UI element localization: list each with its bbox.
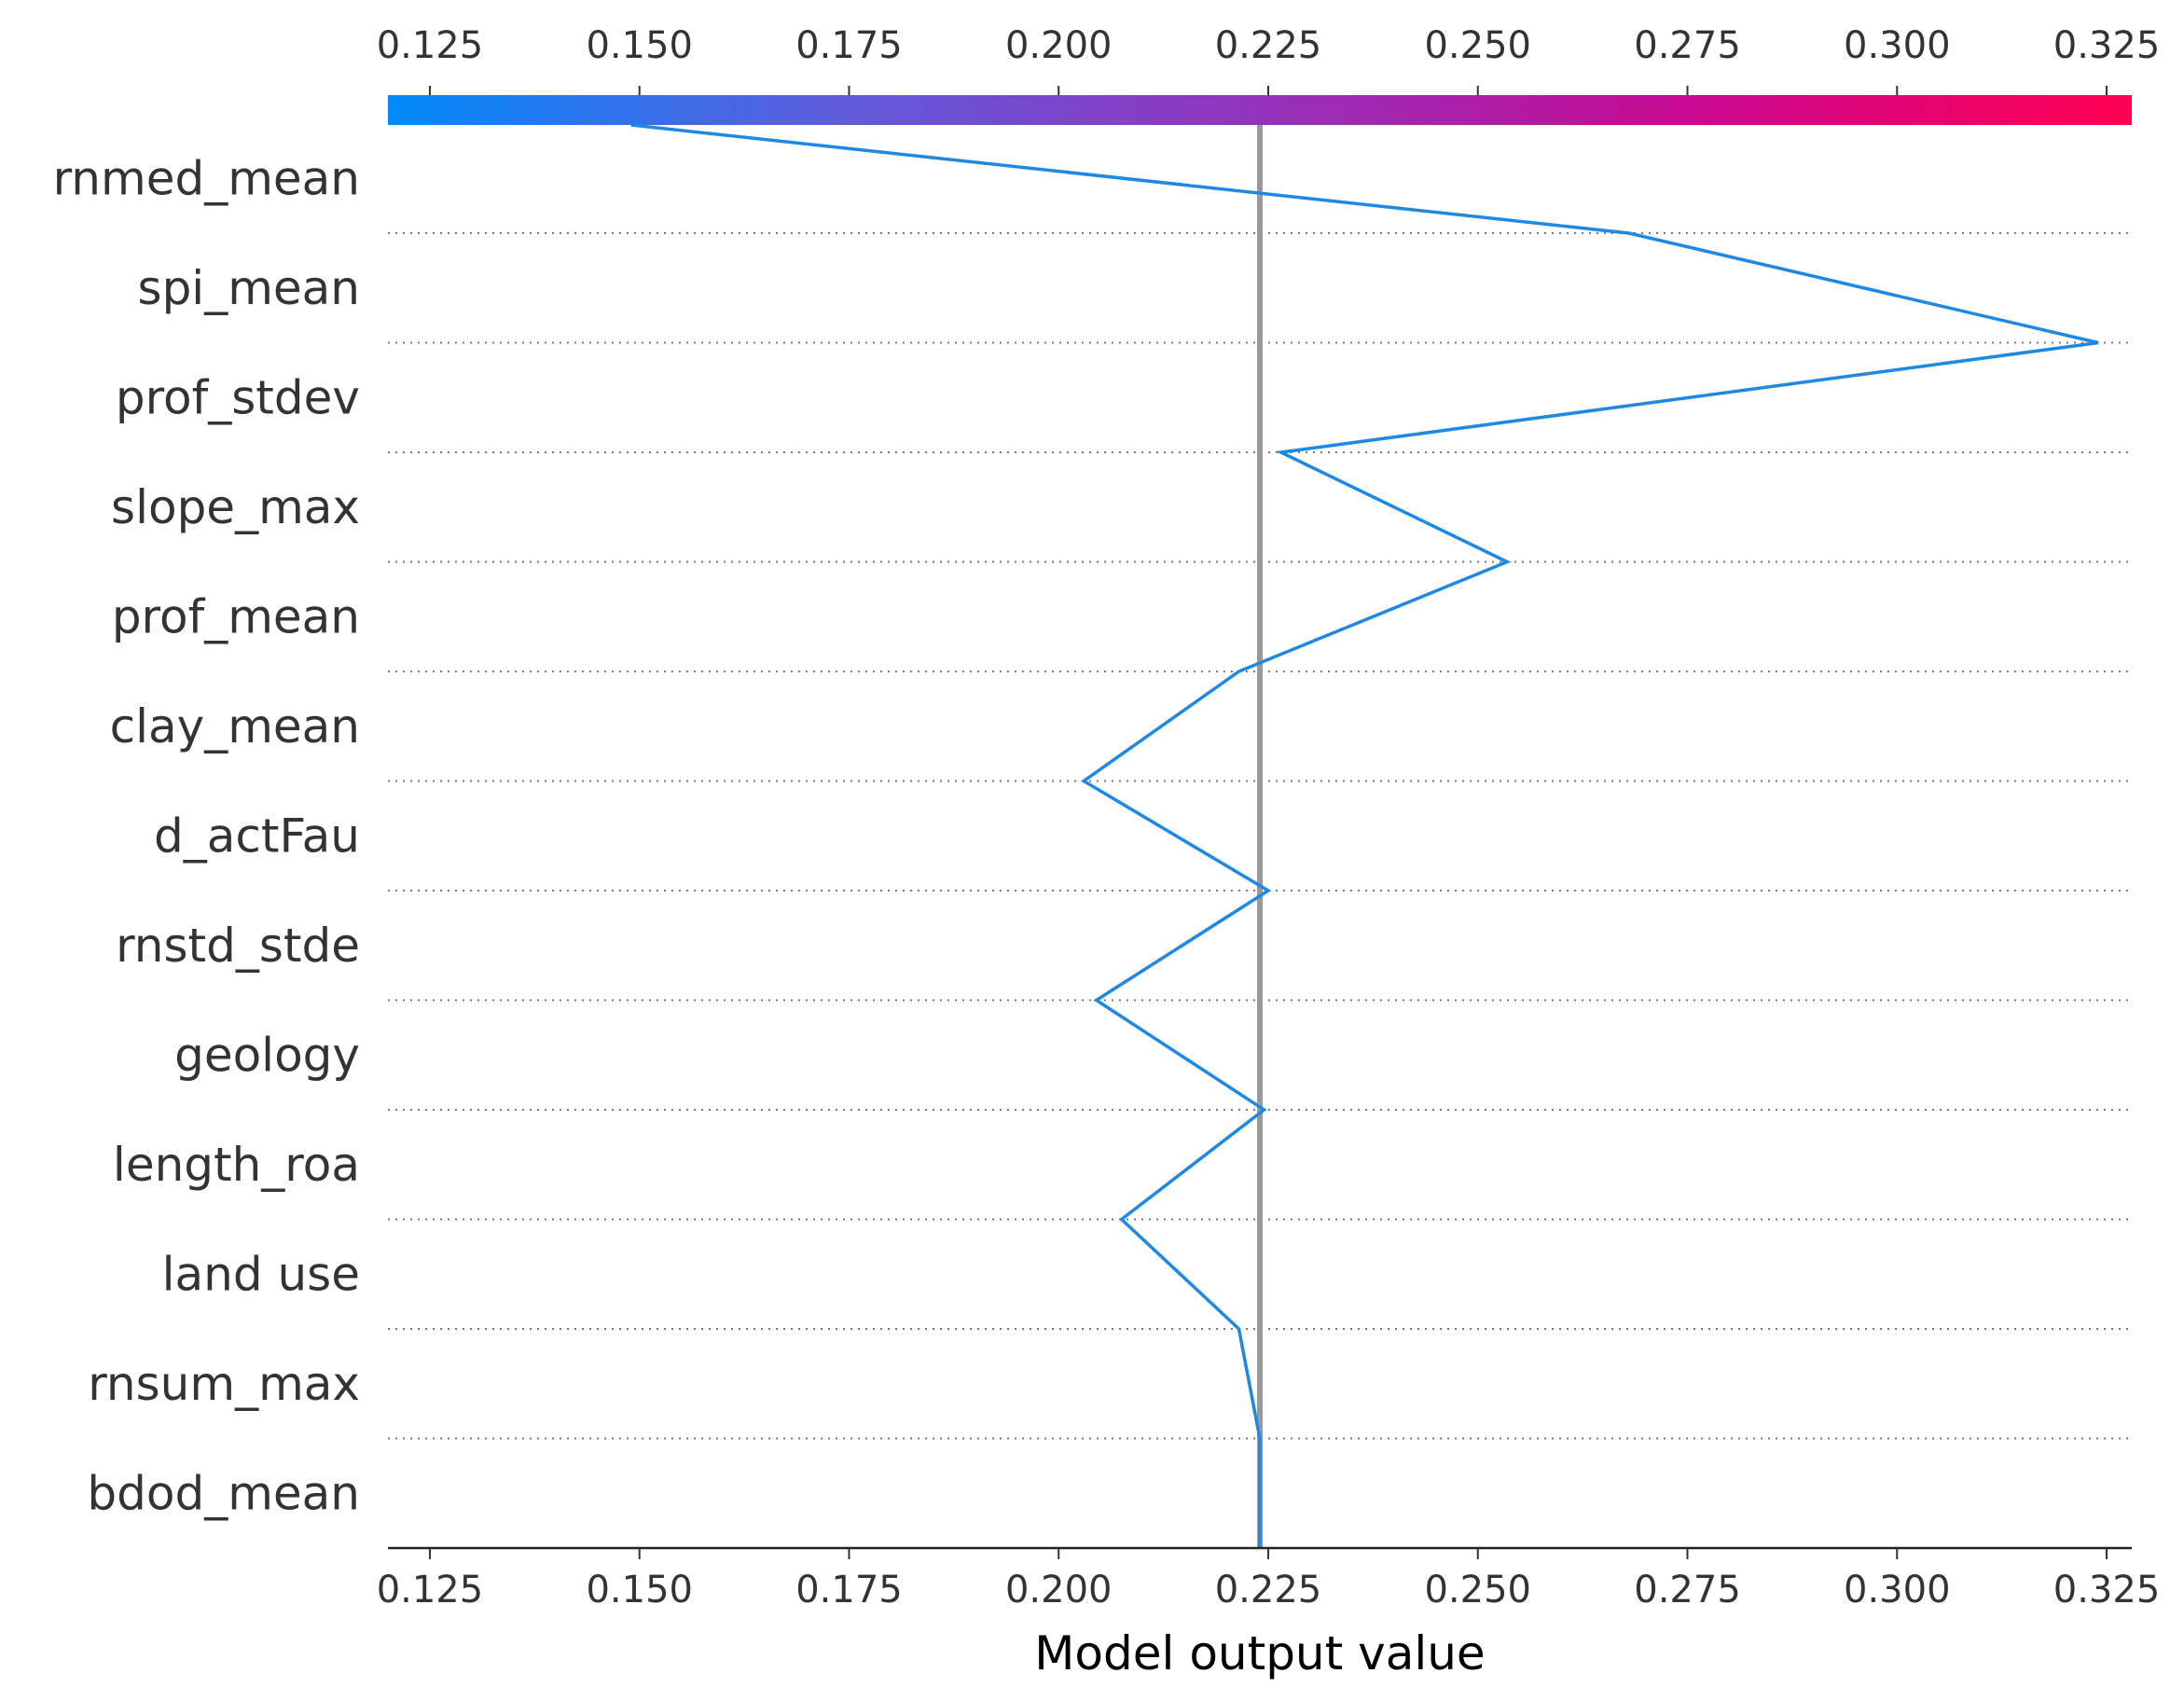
- bottom-tick-label: 0.175: [795, 1569, 903, 1611]
- bottom-tick-label: 0.150: [586, 1569, 693, 1611]
- bottom-tick-label: 0.300: [1844, 1569, 1951, 1611]
- top-tick-label: 0.150: [586, 24, 693, 67]
- feature-label: rnmed_mean: [53, 151, 360, 205]
- feature-label: rnstd_stde: [116, 919, 360, 973]
- top-tick-label: 0.250: [1424, 24, 1531, 67]
- bottom-tick-label: 0.125: [377, 1569, 484, 1611]
- top-tick-label: 0.275: [1634, 24, 1741, 67]
- feature-labels: rnmed_mean spi_mean prof_stdev slope_maxpro…: [53, 151, 360, 1520]
- feature-label: spi_mean: [138, 261, 360, 315]
- colorbar: [388, 95, 2132, 125]
- top-tick-label: 0.125: [377, 24, 484, 67]
- bottom-tick-label: 0.275: [1634, 1569, 1741, 1611]
- feature-label: rnsum_max: [88, 1357, 360, 1411]
- top-tick-label: 0.175: [795, 24, 903, 67]
- feature-label: land use: [162, 1247, 360, 1301]
- feature-label: slope_max: [111, 480, 360, 534]
- feature-label: d_actFau: [154, 809, 360, 863]
- feature-label: bdod_mean: [87, 1466, 360, 1520]
- decision-path-line: [630, 123, 2099, 1548]
- top-tick-label: 0.300: [1844, 24, 1951, 67]
- x-axis-title: Model output value: [1034, 1626, 1485, 1680]
- bottom-axis: 0.125 0.150 0.175 0.200 0.225 0.250 0.275 0.300…: [377, 1548, 2161, 1611]
- feature-label: geology: [174, 1028, 360, 1082]
- bottom-tick-label: 0.250: [1424, 1569, 1531, 1611]
- feature-label: prof_stdev: [116, 370, 360, 424]
- top-tick-label: 0.325: [2053, 24, 2161, 67]
- feature-label: prof_mean: [112, 589, 360, 643]
- feature-label: length_roa: [113, 1138, 360, 1192]
- feature-label: clay_mean: [110, 699, 360, 754]
- top-tick-label: 0.200: [1005, 24, 1113, 67]
- bottom-tick-label: 0.200: [1005, 1569, 1113, 1611]
- bottom-tick-label: 0.325: [2053, 1569, 2161, 1611]
- top-tick-label: 0.225: [1215, 24, 1322, 67]
- top-axis: 0.125 0.150 0.175 0.200 0.225 0.250 0.275 0.300…: [377, 24, 2161, 95]
- bottom-tick-label: 0.225: [1215, 1569, 1322, 1611]
